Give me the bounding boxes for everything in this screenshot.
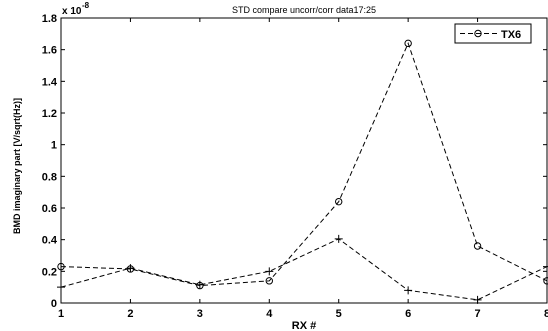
x-tick-label: 8 <box>544 308 548 320</box>
y-tick-label: 0.8 <box>42 171 57 183</box>
data-point-plus <box>265 267 274 276</box>
x-tick-label: 4 <box>266 308 273 320</box>
data-point-plus <box>404 286 413 295</box>
y-tick-label: 1.8 <box>42 13 57 25</box>
data-point-plus <box>473 295 482 304</box>
y-tick-label: 0 <box>51 298 57 310</box>
y-exponent-base: x 10 <box>62 6 82 17</box>
y-tick-label: 0.4 <box>42 235 58 247</box>
data-point-plus <box>195 280 204 289</box>
chart-title: STD compare uncorr/corr data17:25 <box>232 5 376 15</box>
data-point-plus <box>57 283 65 292</box>
legend-label: TX6 <box>501 29 521 41</box>
y-tick-label: 1 <box>51 140 57 152</box>
y-axis-label: BMD imaginary part [V/sqrt(Hz)] <box>12 98 22 234</box>
series-layer <box>57 39 548 304</box>
x-tick-label: 3 <box>197 308 203 320</box>
x-tick-label: 6 <box>405 308 411 320</box>
y-tick-label: 1.6 <box>42 45 57 57</box>
data-point-circle <box>404 39 412 48</box>
y-tick-label: 1.4 <box>42 76 58 88</box>
y-exponent-power: -8 <box>82 1 90 10</box>
x-tick-label: 1 <box>58 308 64 320</box>
y-tick-label: 0.2 <box>42 266 57 278</box>
series-line-2 <box>60 238 548 301</box>
series-line-1 <box>60 41 548 287</box>
x-axis-label: RX # <box>292 320 316 331</box>
legend-circle-marker <box>474 29 482 38</box>
data-point-circle <box>473 242 482 250</box>
x-tick-label: 7 <box>475 308 481 320</box>
data-point-circle <box>543 277 548 285</box>
x-tick-label: 5 <box>336 308 342 320</box>
data-point-plus <box>126 264 135 273</box>
legend: TX6 <box>454 23 532 44</box>
ticks-layer: 1 2 3 4 5 6 7 8 0 0.2 0.4 0.6 0.8 1 1.2 1.4 1.6 1.8 <box>42 13 548 320</box>
data-point-plus <box>334 234 343 243</box>
y-tick-label: 0.6 <box>42 203 57 215</box>
data-point-circle <box>335 197 343 206</box>
data-point-circle <box>57 262 65 271</box>
data-point-plus <box>543 262 548 271</box>
y-tick-label: 1.2 <box>42 108 57 120</box>
x-tick-label: 2 <box>127 308 133 320</box>
data-point-circle <box>265 277 273 285</box>
plot-area-frame <box>60 17 548 304</box>
